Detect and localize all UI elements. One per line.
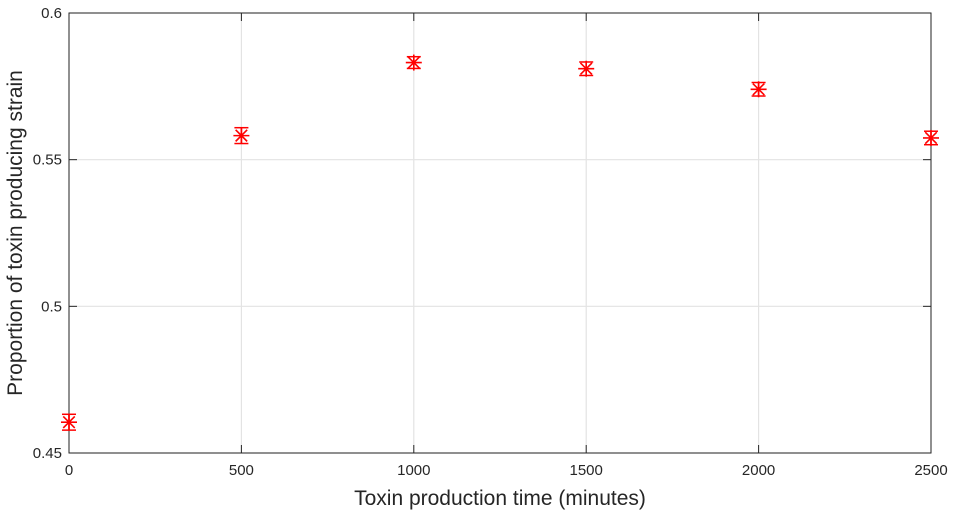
data-point — [578, 60, 595, 77]
data-point — [61, 413, 77, 431]
y-axis-title: Proportion of toxin producing strain — [4, 70, 27, 396]
x-tick-label: 500 — [229, 462, 254, 479]
axes-box — [68, 12, 932, 454]
x-tick-label: 1500 — [570, 462, 603, 479]
data-point — [233, 126, 250, 145]
marker-stroke — [579, 62, 593, 76]
y-tick-label: 0.6 — [41, 5, 62, 22]
x-tick-label: 2000 — [742, 462, 775, 479]
x-tick-label: 1000 — [397, 462, 430, 479]
y-tick-label: 0.45 — [33, 445, 62, 462]
data-point — [750, 81, 767, 98]
y-tick-label: 0.5 — [41, 298, 62, 315]
x-tick-label: 2500 — [914, 462, 947, 479]
x-tick-label: 0 — [65, 462, 73, 479]
marker-stroke — [407, 56, 421, 69]
marker-stroke — [62, 415, 76, 429]
data-points — [61, 54, 939, 431]
data-point — [405, 54, 422, 71]
data-point — [923, 129, 939, 146]
marker-stroke — [924, 131, 938, 145]
plot-area — [69, 13, 931, 453]
y-tick-label: 0.55 — [33, 152, 62, 169]
axis-ticks: 0 500 1000 1500 2000 2500 0.45 0.5 0.55 0.6 — [33, 5, 948, 479]
x-axis-title: Toxin production time (minutes) — [354, 487, 646, 510]
marker-stroke — [752, 82, 765, 96]
marker-stroke — [235, 129, 248, 142]
